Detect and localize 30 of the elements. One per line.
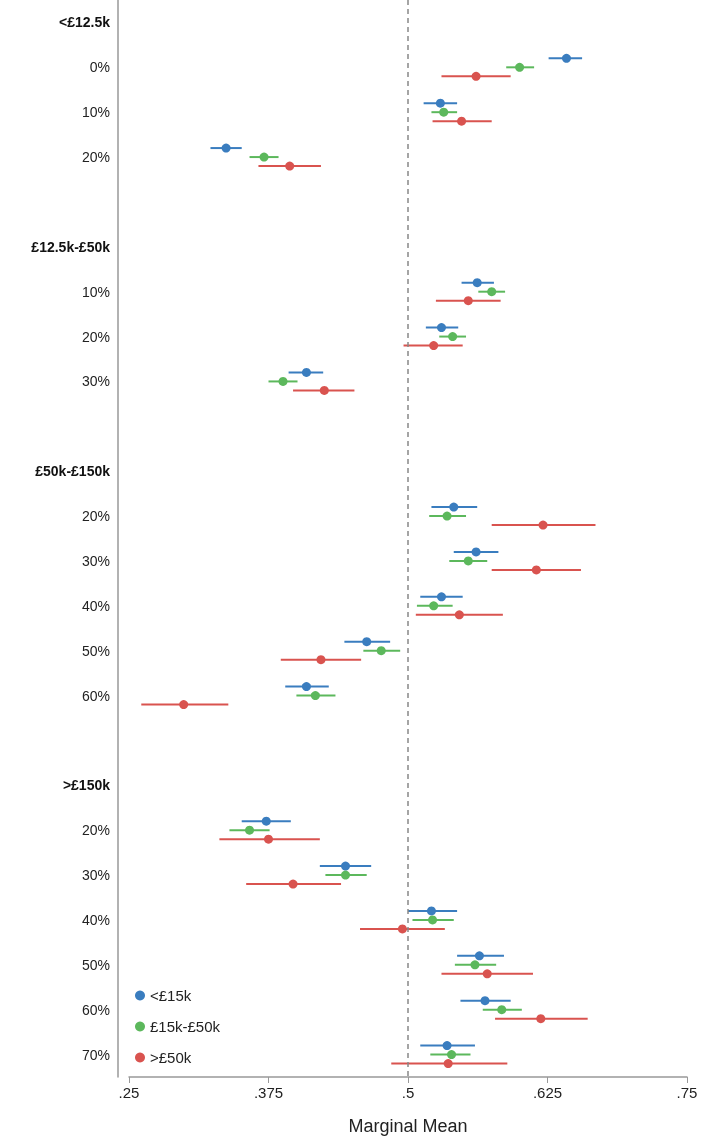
y-tick-label: 10% [81, 104, 110, 121]
legend-label: >£50k [150, 1049, 192, 1066]
x-axis-title: Marginal Mean [348, 1116, 468, 1136]
y-tick-label: >£150k [62, 777, 111, 794]
y-tick-label: 60% [81, 1001, 110, 1018]
y-tick-label: 70% [81, 1046, 110, 1063]
y-tick-label: 40% [81, 911, 110, 928]
y-tick-label: 20% [81, 508, 110, 525]
y-tick-label: 60% [81, 687, 110, 704]
y-tick-label: 0% [89, 59, 110, 76]
y-tick-label: 50% [81, 956, 110, 973]
x-tick-label: .75 [676, 1084, 698, 1101]
y-tick-label: 30% [81, 373, 110, 390]
y-tick-label: <£12.5k [59, 14, 111, 31]
y-tick-label: £50k-£150k [35, 463, 111, 480]
y-tick-label: 20% [81, 149, 110, 166]
y-tick-label: 30% [81, 867, 110, 884]
y-tick-label: 20% [81, 822, 110, 839]
x-tick-label: .625 [532, 1084, 563, 1101]
y-tick-label: 40% [81, 597, 110, 614]
x-tick-label: .375 [253, 1084, 284, 1101]
x-tick-label: .25 [118, 1084, 140, 1101]
y-tick-label: 10% [81, 283, 110, 300]
x-tick-label: .5 [401, 1084, 415, 1101]
y-tick-label: 50% [81, 642, 110, 659]
legend-label: <£15k [150, 987, 192, 1004]
y-tick-label: 20% [81, 328, 110, 345]
y-tick-label: 30% [81, 552, 110, 569]
y-tick-label: £12.5k-£50k [31, 238, 111, 255]
legend-label: £15k-£50k [150, 1018, 221, 1035]
